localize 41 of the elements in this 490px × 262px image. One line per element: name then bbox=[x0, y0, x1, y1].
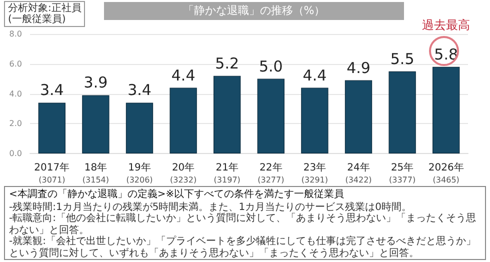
bar bbox=[301, 88, 328, 154]
y-tick-label: 8.0 bbox=[9, 30, 22, 38]
data-label: 3.9 bbox=[84, 74, 108, 92]
y-tick-label: 2.0 bbox=[9, 119, 22, 128]
x-tick-label: 21年 (3197) bbox=[214, 162, 240, 184]
text: <本調査の「静かな退職」の定義>※以下すべての条件を満たす一般従業員 bbox=[9, 189, 346, 200]
bar bbox=[344, 80, 372, 154]
x-tick-label: 2026年 (3465) bbox=[428, 162, 464, 184]
data-label: 5.2 bbox=[215, 54, 240, 72]
x-tick-label: 22年 (3277) bbox=[258, 162, 284, 184]
data-label: 4.4 bbox=[302, 66, 327, 84]
x-tick-label: 25年 (3377) bbox=[388, 162, 416, 184]
bar bbox=[170, 88, 197, 154]
y-tick-label: 6.0 bbox=[9, 59, 22, 68]
bar bbox=[82, 95, 110, 154]
x-tick-label: 19年 (3206) bbox=[126, 162, 153, 184]
text: -残業時間:1カ月当たりの残業が5時間未満。また、1カ月当たりのサービス残業は0時間。 bbox=[9, 202, 412, 212]
bar bbox=[432, 66, 460, 154]
data-label: 5.5 bbox=[390, 50, 414, 68]
chart-title: 「静かな退職」の推移（%） bbox=[104, 2, 404, 20]
text: -転職意向:「他の会社に転職したいか」という質問に対して、「あまりそう思わない」「まったくそう思わない」と回答。 bbox=[9, 213, 477, 236]
x-tick-label: 23年 (3291) bbox=[301, 162, 328, 184]
annotation: 過去最高 bbox=[421, 16, 472, 34]
text: 分析対象:正社員 (一般従業員) bbox=[4, 1, 86, 27]
bar bbox=[388, 71, 416, 154]
data-label: 4.9 bbox=[346, 58, 370, 77]
x-tick-label: 20年 (3232) bbox=[170, 162, 197, 184]
text: -就業観:「会社で出世したいか」「プライベートを多少犠牲にしても仕事は完了させるべきだと思うか」という質問に対して、いずれも「あまりそう思わない」「まったくそう思わない」と回答。 bbox=[9, 236, 477, 259]
y-tick-label: 4.0 bbox=[9, 89, 22, 98]
data-label: 3.4 bbox=[128, 81, 152, 100]
bar bbox=[214, 76, 241, 154]
data-label: 3.4 bbox=[40, 81, 64, 100]
bar bbox=[126, 102, 154, 154]
x-tick-label: 2017年 (3071) bbox=[34, 162, 70, 184]
bar bbox=[38, 102, 66, 154]
data-label: 5.0 bbox=[258, 57, 283, 76]
bar bbox=[257, 78, 284, 154]
x-tick-label: 24年 (3422) bbox=[345, 162, 372, 184]
y-tick-label: 0.0 bbox=[9, 149, 22, 158]
x-tick-label: 18年 (3154) bbox=[82, 162, 110, 184]
data-label: 4.4 bbox=[171, 66, 196, 84]
